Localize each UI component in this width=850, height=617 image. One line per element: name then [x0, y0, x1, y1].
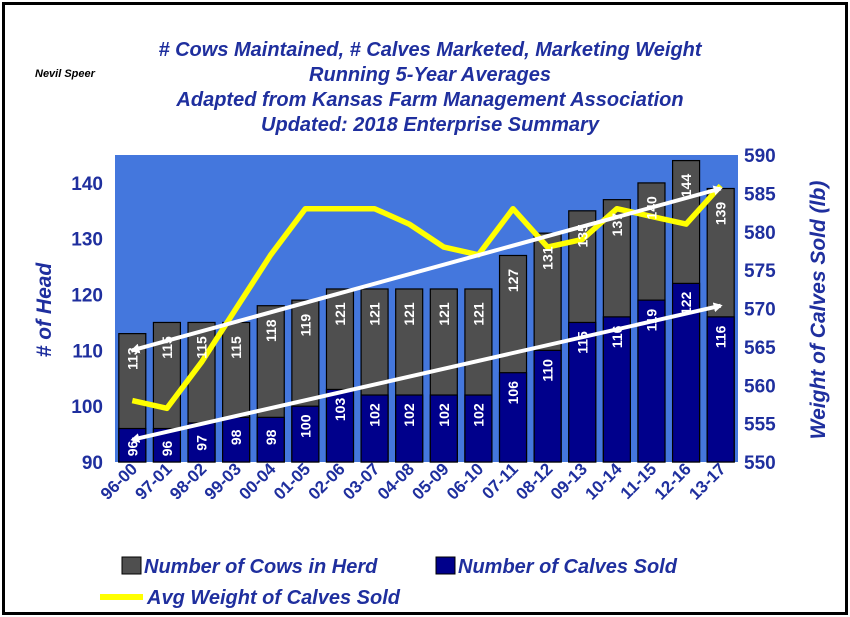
legend-swatch-calves: [435, 556, 456, 575]
y-tick-right: 565: [744, 338, 776, 359]
x-tick: 01-05: [270, 459, 314, 503]
data-label-calves: 102: [436, 403, 452, 427]
x-tick: 98-02: [166, 459, 210, 503]
data-label-cows: 121: [401, 302, 417, 326]
y-tick-left: 120: [71, 286, 103, 307]
legend-label-cows: Number of Cows in Herd: [144, 556, 378, 578]
x-tick: 12-16: [651, 459, 695, 503]
y-tick-right: 550: [744, 453, 776, 474]
title-line-4: Updated: 2018 Enterprise Summary: [261, 114, 600, 136]
author-label: Nevil Speer: [35, 68, 96, 80]
y-tick-right: 585: [744, 184, 776, 205]
x-tick: 13-17: [685, 459, 729, 503]
x-tick: 10-14: [582, 459, 627, 504]
x-tick: 04-08: [374, 459, 418, 503]
data-label-cows: 119: [297, 314, 313, 337]
chart-title: # Cows Maintained, # Calves Marketed, Ma…: [158, 39, 702, 136]
y-axis-right-label: Weight of Calves Sold (lb): [807, 181, 830, 440]
x-tick: 00-04: [235, 459, 280, 504]
y-tick-left: 100: [71, 397, 103, 418]
data-label-cows: 121: [470, 302, 486, 326]
data-label-calves: 98: [228, 429, 244, 445]
y-tick-right: 575: [744, 261, 776, 282]
data-label-cows: 115: [228, 336, 244, 359]
data-label-cows: 140: [643, 196, 659, 220]
y-tick-left: 90: [82, 453, 103, 474]
data-label-calves: 116: [713, 325, 729, 348]
data-label-cows: 118: [263, 319, 279, 342]
data-label-cows: 115: [194, 336, 210, 359]
x-tick: 08-12: [512, 459, 556, 503]
legend: Number of Cows in Herd Number of Calves …: [100, 556, 678, 609]
x-tick: 06-10: [443, 459, 487, 503]
data-label-calves: 103: [332, 398, 348, 422]
data-label-cows: 127: [505, 269, 521, 293]
data-label-calves: 119: [643, 309, 659, 332]
x-tick: 99-03: [201, 459, 245, 503]
x-tick: 07-11: [478, 459, 522, 503]
y-axis-left-label: # of Head: [33, 262, 56, 358]
x-tick: 11-15: [617, 459, 661, 503]
x-tick: 02-06: [305, 459, 349, 503]
data-label-calves: 122: [678, 291, 694, 315]
data-label-cows: 131: [540, 246, 556, 270]
title-line-1: # Cows Maintained, # Calves Marketed, Ma…: [158, 39, 702, 61]
y-axis-left-ticks: 90 100 110 120 130 140: [71, 174, 103, 474]
y-axis-right-ticks: 550 555 560 565 570 575 580 585 590: [744, 146, 776, 474]
y-tick-right: 560: [744, 376, 776, 397]
data-label-calves: 102: [367, 403, 383, 427]
title-line-3: Adapted from Kansas Farm Management Asso…: [175, 89, 683, 111]
data-label-calves: 102: [470, 403, 486, 427]
data-label-calves: 106: [505, 381, 521, 405]
title-line-2: Running 5-Year Averages: [309, 64, 551, 86]
data-label-cows: 121: [436, 302, 452, 326]
data-label-calves: 100: [297, 414, 313, 438]
data-label-calves: 96: [124, 441, 140, 457]
y-tick-left: 130: [71, 230, 103, 251]
data-label-cows: 115: [159, 336, 175, 359]
data-labels-layer: 113 96 115 96 115 97 115 98 118 98 119 100 121 103 121…: [124, 174, 728, 457]
data-label-cows: 137: [609, 213, 625, 237]
y-tick-right: 590: [744, 146, 776, 167]
x-tick: 05-09: [408, 459, 452, 503]
y-tick-right: 555: [744, 415, 776, 436]
data-label-calves: 110: [540, 359, 556, 382]
data-label-cows: 121: [332, 302, 348, 326]
x-tick: 97-01: [132, 459, 176, 503]
data-label-calves: 96: [159, 441, 175, 457]
data-label-cows: 121: [367, 302, 383, 326]
legend-label-weight: Avg Weight of Calves Sold: [146, 587, 401, 609]
data-label-calves: 97: [194, 435, 210, 451]
trend-arrow: [130, 302, 723, 443]
y-tick-right: 580: [744, 223, 776, 244]
legend-label-calves: Number of Calves Sold: [458, 556, 678, 578]
data-label-calves: 102: [401, 403, 417, 427]
arrow-layer: [130, 185, 723, 443]
y-tick-left: 140: [71, 174, 103, 195]
data-label-calves: 116: [609, 325, 625, 348]
x-tick: 96-00: [97, 459, 141, 503]
chart: Nevil Speer # Cows Maintained, # Calves …: [33, 39, 830, 609]
data-label-cows: 135: [574, 224, 590, 248]
data-label-cows: 144: [678, 174, 694, 198]
data-label-calves: 98: [263, 429, 279, 445]
x-tick: 09-13: [547, 459, 591, 503]
data-label-cows: 139: [713, 202, 729, 226]
x-tick: 03-07: [339, 459, 383, 503]
y-tick-right: 570: [744, 300, 776, 321]
legend-swatch-cows: [121, 556, 142, 575]
data-label-calves: 115: [574, 331, 590, 354]
data-label-cows: 113: [124, 347, 140, 370]
y-tick-left: 110: [72, 341, 103, 362]
x-axis-ticks: 96-0097-0198-0299-0300-0401-0502-0603-07…: [97, 459, 730, 504]
